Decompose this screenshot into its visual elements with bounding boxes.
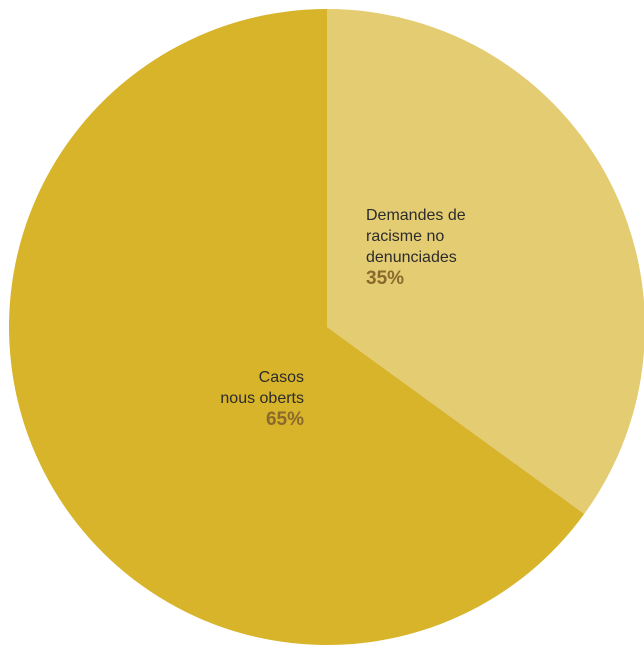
slice-percent-label: 65% <box>265 409 304 430</box>
slice-label-line: nous oberts <box>220 390 304 407</box>
pie-slice-new-cases <box>9 9 585 645</box>
slice-label-line: denunciades <box>366 249 457 266</box>
slice-label-line: Demandes de <box>366 207 466 224</box>
slice-label-line: racisme no <box>366 228 445 245</box>
slice-label-line: Casos <box>258 369 304 386</box>
slice-label-racism-reports: Demandes de racisme no denunciades 35% <box>366 205 516 290</box>
slice-label-new-cases: Casos nous oberts 65% <box>150 367 304 431</box>
pie-slice-racism-reports <box>327 9 644 514</box>
slice-percent-label: 35% <box>366 268 405 289</box>
